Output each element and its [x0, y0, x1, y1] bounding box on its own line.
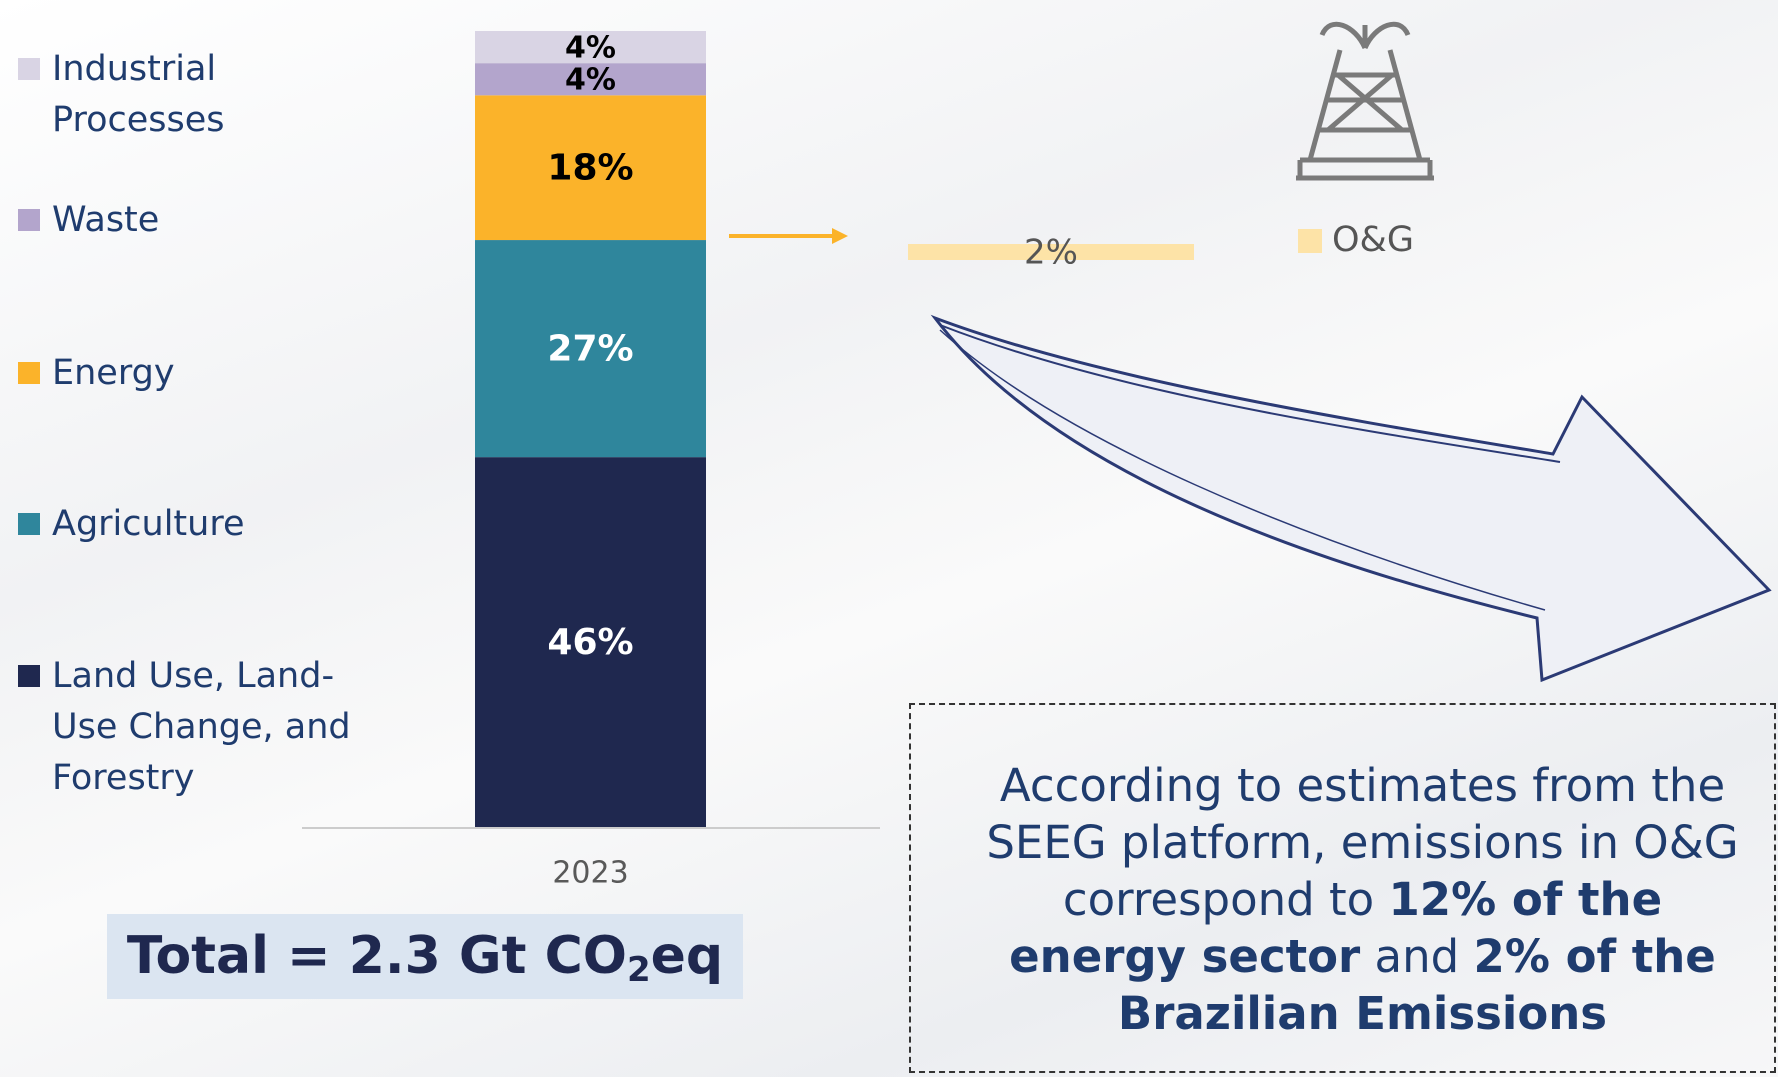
legend-swatch [18, 513, 40, 535]
page: 2023 46% 27% 18% 4%4% 2% O&G Total = 2.3 Gt CO… [0, 0, 1778, 1077]
data-label: 2% [1024, 233, 1078, 273]
legend-label: Land Use, Land-Use Change, and Forestry [52, 651, 362, 804]
total-label: Total = 2.3 Gt CO2eq [107, 914, 743, 999]
legend-label: Industrial Processes [52, 44, 362, 146]
legend-label: Agriculture [52, 499, 362, 550]
data-label: 27% [547, 329, 633, 370]
legend-swatch [1298, 229, 1322, 253]
legend-swatch [18, 665, 40, 687]
legend-swatch [18, 362, 40, 384]
legend-label: O&G [1332, 220, 1414, 260]
data-label: 4% [565, 63, 616, 98]
legend-swatch [18, 58, 40, 80]
total-suffix: eq [651, 926, 724, 986]
total-subscript: 2 [627, 950, 651, 990]
legend-label: Energy [52, 348, 362, 399]
data-label: 46% [547, 622, 633, 663]
data-label: 18% [547, 148, 633, 189]
total-text: Total = 2.3 Gt CO [127, 926, 627, 986]
sketch-arrow [935, 318, 1769, 680]
data-label: 4% [565, 31, 616, 66]
connector-arrow-head [832, 228, 848, 244]
legend-swatch [18, 209, 40, 231]
x-tick-label: 2023 [552, 856, 628, 891]
note-text: According to estimates from the SEEG pla… [971, 757, 1754, 1042]
note-box: According to estimates from the SEEG pla… [909, 703, 1776, 1073]
legend-label: Waste [52, 195, 362, 246]
note-run: and [1360, 930, 1473, 983]
oil-rig-icon [1296, 24, 1434, 178]
